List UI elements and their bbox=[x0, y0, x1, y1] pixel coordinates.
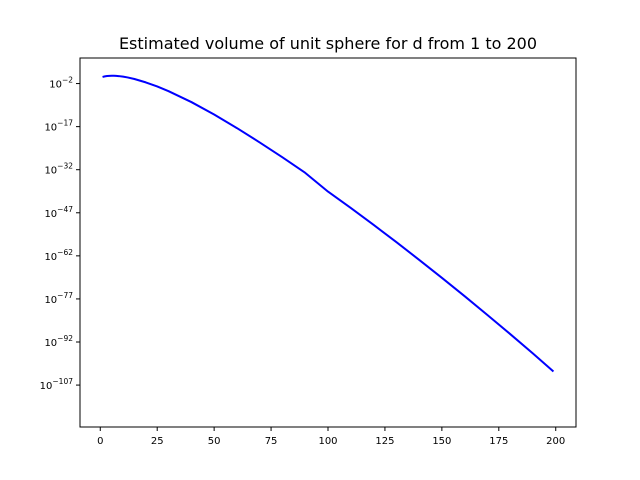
chart-title: Estimated volume of unit sphere for d fr… bbox=[119, 34, 537, 53]
x-axis: 0 25 50 75 100 125 150 175 200 bbox=[97, 427, 565, 447]
y-tick-label: 10−62 bbox=[44, 248, 73, 263]
x-tick-label: 0 bbox=[97, 436, 103, 447]
x-tick-label: 175 bbox=[489, 436, 508, 447]
y-tick-label: 10−17 bbox=[44, 119, 73, 134]
y-tick-label: 10−32 bbox=[44, 162, 73, 177]
x-tick-label: 200 bbox=[546, 436, 565, 447]
y-tick-label: 10−92 bbox=[44, 334, 73, 349]
y-axis: 10−2 10−17 10−32 10−47 10−62 10−77 10−92 10−107 bbox=[40, 76, 80, 392]
x-tick-label: 25 bbox=[151, 436, 164, 447]
x-tick-label: 100 bbox=[318, 436, 337, 447]
x-tick-label: 125 bbox=[375, 436, 394, 447]
y-tick-label: 10−107 bbox=[40, 377, 74, 392]
y-tick-label: 10−2 bbox=[49, 76, 73, 91]
x-tick-label: 75 bbox=[265, 436, 278, 447]
x-tick-label: 150 bbox=[432, 436, 451, 447]
x-tick-label: 50 bbox=[208, 436, 221, 447]
series-line bbox=[102, 74, 555, 373]
plot-frame bbox=[79, 57, 577, 428]
y-tick-label: 10−47 bbox=[44, 205, 73, 220]
y-tick-label: 10−77 bbox=[44, 291, 73, 306]
